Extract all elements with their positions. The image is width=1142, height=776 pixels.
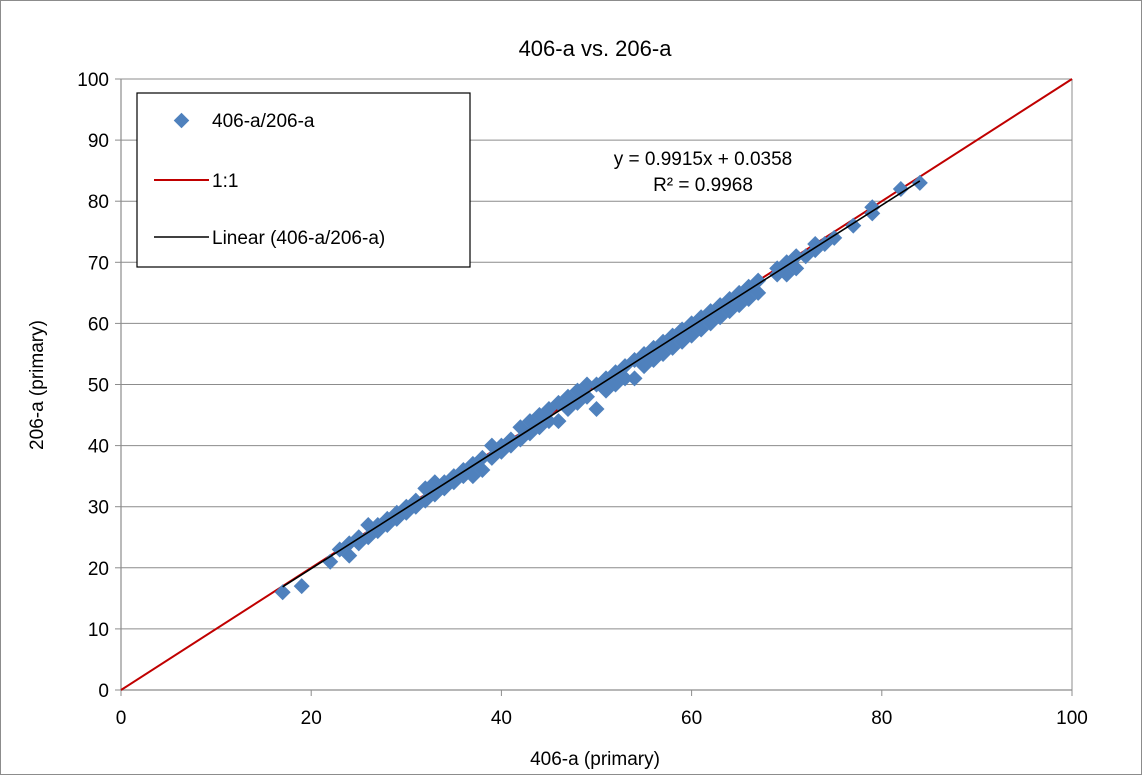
data-point	[341, 547, 358, 564]
data-point	[578, 388, 595, 405]
y-tick-label: 20	[88, 559, 109, 580]
x-axis-title: 406-a (primary)	[530, 749, 660, 770]
data-point	[550, 413, 567, 430]
x-tick-label: 0	[116, 708, 127, 729]
y-tick-label: 30	[88, 498, 109, 519]
data-point	[293, 578, 310, 595]
data-point	[788, 248, 805, 265]
x-tick-label: 40	[491, 708, 512, 729]
trendline-equation: y = 0.9915x + 0.0358	[614, 149, 793, 170]
data-point	[864, 199, 881, 216]
y-tick-label: 100	[77, 70, 109, 91]
legend: 406-a/206-a 1:1 Linear (406-a/206-a)	[136, 92, 471, 268]
data-point	[892, 180, 909, 197]
data-point	[807, 235, 824, 252]
y-tick-label: 60	[88, 314, 109, 335]
data-point	[750, 284, 767, 301]
y-tick-label: 80	[88, 192, 109, 213]
data-point	[274, 584, 291, 601]
y-tick-label: 40	[88, 437, 109, 458]
data-point	[588, 400, 605, 417]
tick-labels: 0 10 20 30 40 50 60 70 80 90 100 0 20 40 60 80 100	[77, 70, 1088, 729]
y-tick-label: 0	[98, 681, 109, 702]
data-point	[750, 272, 767, 289]
data-point	[540, 413, 557, 430]
data-point	[788, 260, 805, 277]
x-tick-label: 60	[681, 708, 702, 729]
r-squared-label: R² = 0.9968	[653, 175, 753, 196]
data-point	[322, 553, 339, 570]
legend-label-one-to-one: 1:1	[212, 171, 238, 192]
data-point	[474, 462, 491, 479]
legend-label-points: 406-a/206-a	[212, 111, 315, 132]
y-tick-label: 50	[88, 376, 109, 397]
data-point	[626, 370, 643, 387]
legend-label-trendline: Linear (406-a/206-a)	[212, 228, 385, 249]
y-tick-label: 10	[88, 620, 109, 641]
data-point	[578, 376, 595, 393]
x-tick-label: 100	[1056, 708, 1088, 729]
legend-marker-points	[173, 112, 190, 129]
data-points	[274, 174, 928, 601]
linear-trendline	[282, 180, 921, 588]
x-tick-label: 20	[301, 708, 322, 729]
data-point	[617, 370, 634, 387]
y-axis-title: 206-a (primary)	[27, 320, 48, 450]
chart-title: 406-a vs. 206-a	[519, 36, 673, 61]
data-point	[911, 174, 928, 191]
x-tick-label: 80	[871, 708, 892, 729]
data-point	[826, 229, 843, 246]
y-tick-label: 90	[88, 131, 109, 152]
y-tick-label: 70	[88, 253, 109, 274]
